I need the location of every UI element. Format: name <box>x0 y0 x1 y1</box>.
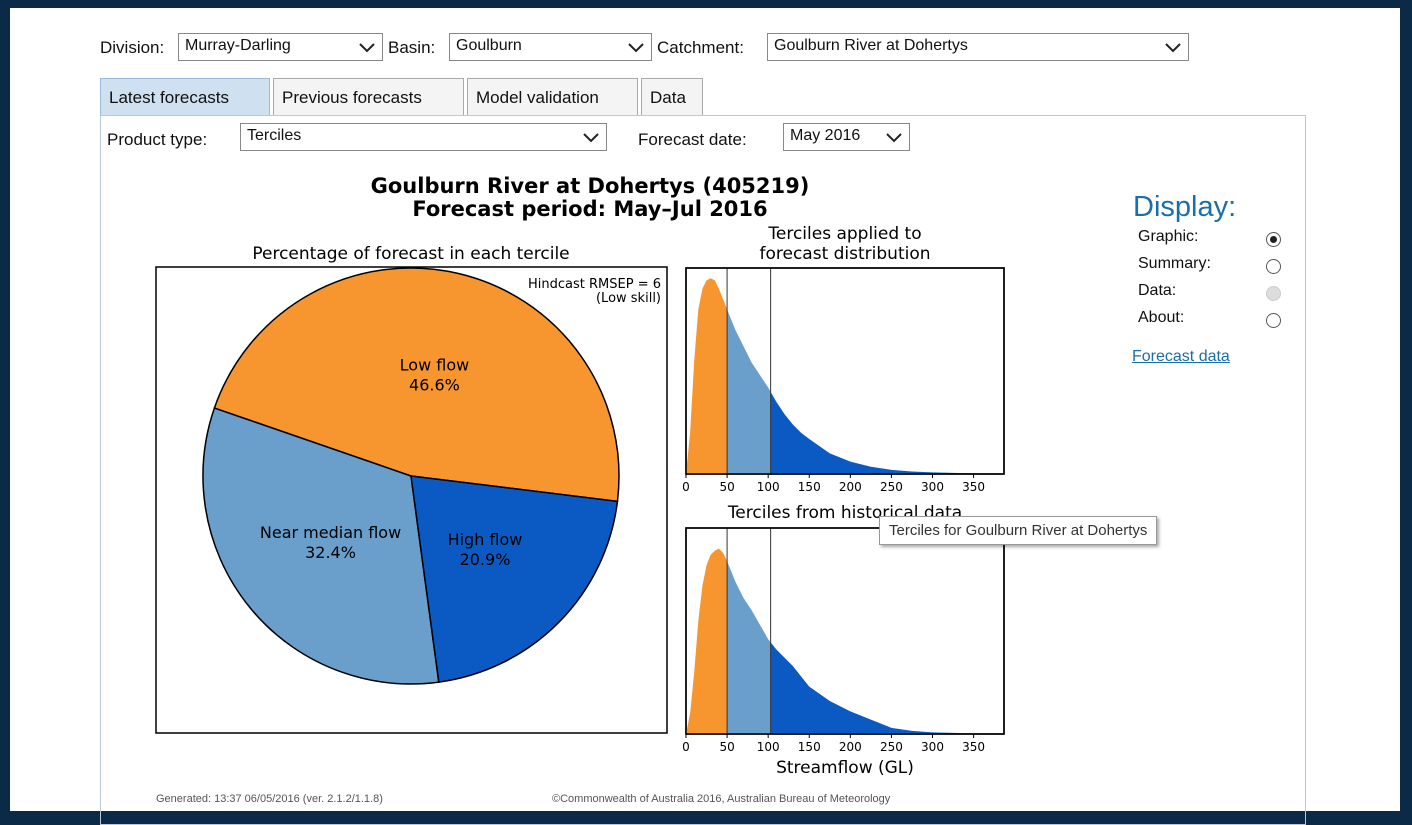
division-label: Division: <box>100 38 165 57</box>
catchment-select[interactable]: Goulburn River at Dohertys <box>767 33 1189 61</box>
x-tick-label: 150 <box>798 740 821 754</box>
catchment-value: Goulburn River at Dohertys <box>774 37 968 54</box>
pie-slice <box>410 475 619 683</box>
basin-select[interactable]: Goulburn <box>449 33 652 61</box>
figure-subtitle: Forecast period: May–Jul 2016 <box>412 197 767 221</box>
tab[interactable]: Previous forecasts <box>273 78 464 115</box>
copyright: ©Commonwealth of Australia 2016, Austral… <box>552 793 891 805</box>
slice-label: Low flow <box>400 356 470 375</box>
chart-title: Percentage of forecast in each tercile <box>252 244 569 264</box>
pie-slice <box>202 407 440 685</box>
division-value: Murray-Darling <box>185 37 291 54</box>
figure-title: Goulburn River at Dohertys (405219) <box>371 174 810 198</box>
chevron <box>886 133 902 143</box>
forecast-date-value: May 2016 <box>790 127 861 144</box>
x-tick-label: 200 <box>839 480 862 494</box>
x-tick-label: 50 <box>719 740 734 754</box>
display-title: Display: <box>1133 191 1237 223</box>
annotation: Hindcast RMSEP = 6 <box>528 277 661 292</box>
x-tick-label: 250 <box>880 740 903 754</box>
tercile-area <box>727 309 771 474</box>
display-option: Summary: <box>1138 255 1211 272</box>
radio-dot <box>1270 236 1277 243</box>
tercile-area <box>770 642 1004 734</box>
x-tick-label: 350 <box>962 480 985 494</box>
display-option: Data: <box>1138 282 1177 299</box>
basin-value: Goulburn <box>456 37 522 54</box>
x-tick-label: 250 <box>880 480 903 494</box>
x-tick-label: 50 <box>719 480 734 494</box>
chevron <box>1165 43 1181 53</box>
tab[interactable]: Model validation <box>467 78 638 115</box>
slice-value: 32.4% <box>305 543 356 562</box>
forecast-date-select[interactable]: May 2016 <box>783 123 910 151</box>
radio[interactable] <box>1266 313 1281 328</box>
radio <box>1266 286 1281 301</box>
chart-title: Terciles applied to <box>767 224 921 244</box>
x-tick-label: 0 <box>682 740 690 754</box>
x-tick-label: 150 <box>798 480 821 494</box>
display-option: About: <box>1138 309 1185 326</box>
tooltip: Terciles for Goulburn River at Dohertys <box>879 516 1158 545</box>
forecast-date-label: Forecast date: <box>638 130 747 149</box>
radio[interactable] <box>1266 232 1281 247</box>
tercile-area <box>770 391 1004 474</box>
chevron <box>583 133 599 143</box>
x-tick-label: 300 <box>921 740 944 754</box>
annotation: (Low skill) <box>596 291 661 306</box>
x-tick-label: 0 <box>682 480 690 494</box>
radio[interactable] <box>1266 259 1281 274</box>
x-tick-label: 300 <box>921 480 944 494</box>
display-option: Graphic: <box>1138 228 1199 245</box>
tercile-area <box>727 560 771 734</box>
tab[interactable]: Latest forecasts <box>100 78 270 115</box>
x-tick-label: 100 <box>757 480 780 494</box>
chevron <box>628 43 644 53</box>
tercile-area <box>686 548 728 734</box>
x-tick-label: 350 <box>962 740 985 754</box>
slice-label: Near median flow <box>260 523 401 542</box>
product-type-value: Terciles <box>247 127 302 144</box>
tercile-area <box>686 278 728 474</box>
generated: Generated: 13:37 06/05/2016 (ver. 2.1.2/… <box>156 793 383 805</box>
tab[interactable]: Data <box>641 78 703 115</box>
forecast-data-link[interactable]: Forecast data <box>1132 348 1230 365</box>
x-tick-label: 100 <box>757 740 780 754</box>
catchment-label: Catchment: <box>657 38 744 57</box>
x-axis-label: Streamflow (GL) <box>776 758 914 778</box>
plot-frame-edge <box>685 527 1005 735</box>
slice-value: 20.9% <box>460 550 511 569</box>
product-type-select[interactable]: Terciles <box>240 123 607 151</box>
plot-frame-edge <box>685 267 1005 475</box>
division-select[interactable]: Murray-Darling <box>178 33 383 61</box>
pie-slice <box>213 267 620 503</box>
slice-value: 46.6% <box>409 376 460 395</box>
x-tick-label: 200 <box>839 740 862 754</box>
product-type-label: Product type: <box>107 130 208 149</box>
chart-title: forecast distribution <box>759 244 930 264</box>
basin-label: Basin: <box>388 38 436 57</box>
slice-label: High flow <box>448 530 523 549</box>
chevron <box>359 43 375 53</box>
